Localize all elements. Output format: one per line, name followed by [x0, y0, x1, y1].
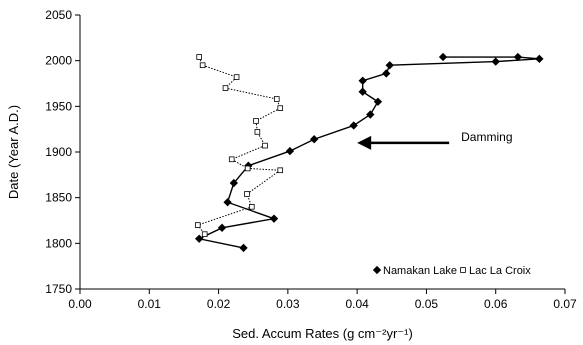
x-tick-label: 0.00 [68, 297, 92, 311]
data-point-lac-la-croix [196, 54, 202, 60]
data-point-namakan-lake [513, 52, 523, 62]
series-layer [194, 52, 544, 253]
data-point-namakan-lake [310, 135, 319, 144]
data-point-lac-la-croix [233, 74, 240, 80]
data-point-namakan-lake [366, 110, 375, 119]
data-point-namakan-lake [349, 121, 358, 130]
y-tick-label: 1950 [45, 99, 72, 113]
data-point-lac-la-croix [273, 96, 280, 102]
data-point-lac-la-croix [262, 142, 268, 149]
data-point-lac-la-croix [277, 105, 284, 111]
data-point-lac-la-croix [244, 165, 251, 172]
legend-marker-namakan-lake [372, 265, 382, 275]
data-point-namakan-lake [358, 76, 367, 85]
data-point-namakan-lake [373, 97, 383, 106]
data-point-lac-la-croix [194, 222, 201, 228]
data-point-namakan-lake [195, 234, 204, 243]
data-point-namakan-lake [285, 146, 295, 156]
x-tick-label: 0.03 [276, 297, 300, 311]
data-point-lac-la-croix [277, 167, 284, 174]
x-tick-label: 0.04 [345, 297, 369, 311]
series-line-lac-la-croix [196, 56, 282, 235]
x-axis-title: Sed. Accum Rates (g cm⁻²yr⁻¹) [232, 326, 413, 341]
data-point-namakan-lake [491, 57, 500, 66]
y-axis-title: Date (Year A.D.) [6, 105, 21, 199]
y-tick-label: 1800 [45, 236, 72, 250]
series-line-namakan-lake [196, 56, 540, 249]
annotation-label: Damming [461, 130, 512, 144]
legend-label-namakan-lake: Namakan Lake [383, 265, 457, 277]
y-tick-label: 1900 [45, 145, 72, 159]
data-point-lac-la-croix [253, 118, 259, 124]
y-tick-label: 2050 [45, 8, 72, 22]
series-lac-la-croix [194, 54, 284, 238]
data-point-namakan-lake [269, 214, 279, 223]
data-point-lac-la-croix [254, 129, 261, 135]
data-point-namakan-lake [382, 69, 391, 78]
data-point-lac-la-croix [222, 85, 229, 91]
data-point-namakan-lake [385, 61, 394, 70]
data-point-namakan-lake [229, 178, 238, 188]
legend: Namakan Lake Lac La Croix [372, 265, 531, 277]
legend-marker-lac-la-croix [460, 267, 466, 273]
data-point-lac-la-croix [201, 231, 208, 238]
annotation-layer: Damming [357, 130, 513, 150]
data-point-namakan-lake [535, 54, 544, 64]
x-tick-label: 0.01 [138, 297, 162, 311]
legend-label-lac-la-croix: Lac La Croix [469, 265, 531, 277]
data-point-lac-la-croix [244, 191, 250, 197]
data-point-lac-la-croix [249, 203, 255, 210]
data-point-namakan-lake [438, 52, 448, 62]
x-tick-label: 0.02 [207, 297, 231, 311]
data-point-namakan-lake [239, 243, 248, 253]
annotation-arrow-head [357, 135, 372, 150]
data-point-lac-la-croix [228, 156, 235, 163]
y-tick-label: 2000 [45, 54, 72, 68]
y-tick-label: 1750 [45, 282, 72, 296]
x-tick-label: 0.05 [415, 297, 439, 311]
data-point-namakan-lake [358, 87, 367, 96]
y-tick-label: 1850 [45, 191, 72, 205]
data-point-namakan-lake [217, 223, 227, 232]
plot-frame: 0.00 0.01 0.02 0.03 0.04 0.05 0.06 0.07 1750 1800… [45, 8, 577, 311]
data-point-lac-la-croix [199, 62, 206, 69]
x-tick-label: 0.07 [553, 297, 577, 311]
x-tick-label: 0.06 [484, 297, 508, 311]
data-point-namakan-lake [223, 198, 232, 207]
